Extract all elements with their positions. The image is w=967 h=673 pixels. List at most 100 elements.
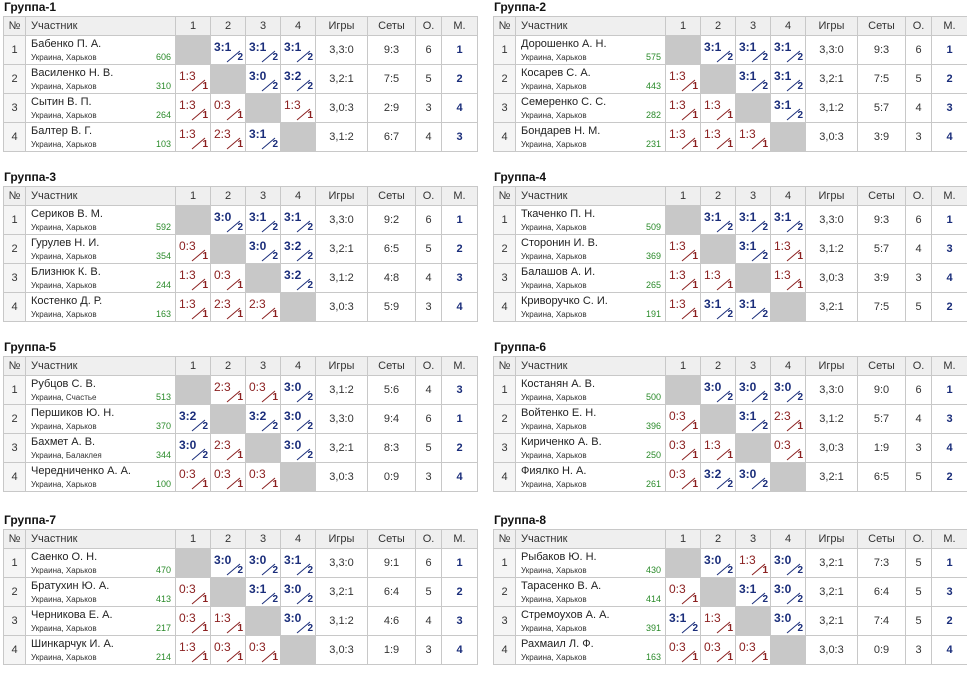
match-result-cell[interactable]: 3:1 2 <box>770 93 806 123</box>
participant-name[interactable]: Тарасенко В. А. <box>521 580 602 592</box>
participant-name[interactable]: Бондарев Н. М. <box>521 125 601 137</box>
match-result-cell[interactable]: 0:3 1 <box>210 462 246 492</box>
match-result-cell[interactable]: 3:1 2 <box>700 35 736 65</box>
match-result-cell[interactable]: 0:3 1 <box>210 635 246 665</box>
match-result-cell[interactable]: 3:1 2 <box>665 606 701 636</box>
participant-name[interactable]: Саенко О. Н. <box>31 551 98 563</box>
match-result-cell[interactable]: 0:3 1 <box>665 462 701 492</box>
match-result-cell[interactable]: 3:1 2 <box>280 205 316 235</box>
match-result-cell[interactable]: 0:3 1 <box>175 606 211 636</box>
match-result-cell[interactable]: 3:0 2 <box>245 64 281 94</box>
participant-name[interactable]: Войтенко Е. Н. <box>521 407 597 419</box>
participant-name[interactable]: Косарев С. А. <box>521 67 591 79</box>
match-result-cell[interactable]: 3:1 2 <box>770 35 806 65</box>
match-result-cell[interactable]: 3:2 2 <box>280 234 316 264</box>
participant-name[interactable]: Фиялко Н. А. <box>521 465 587 477</box>
match-result-cell[interactable]: 3:1 2 <box>245 577 281 607</box>
match-result-cell[interactable]: 3:1 2 <box>735 64 771 94</box>
match-result-cell[interactable]: 1:3 1 <box>735 122 771 152</box>
participant-name[interactable]: Семеренко С. С. <box>521 96 607 108</box>
match-result-cell[interactable]: 1:3 1 <box>210 606 246 636</box>
match-result-cell[interactable]: 3:0 2 <box>245 234 281 264</box>
match-result-cell[interactable]: 2:3 1 <box>210 292 246 322</box>
match-result-cell[interactable]: 1:3 1 <box>665 64 701 94</box>
participant-name[interactable]: Балашов А. И. <box>521 266 596 278</box>
match-result-cell[interactable]: 1:3 1 <box>175 635 211 665</box>
match-result-cell[interactable]: 0:3 1 <box>175 462 211 492</box>
match-result-cell[interactable]: 3:0 2 <box>735 375 771 405</box>
match-result-cell[interactable]: 2:3 1 <box>245 292 281 322</box>
participant-name[interactable]: Рыбаков Ю. Н. <box>521 551 597 563</box>
match-result-cell[interactable]: 1:3 1 <box>175 93 211 123</box>
participant-name[interactable]: Костенко Д. Р. <box>31 295 103 307</box>
match-result-cell[interactable]: 3:1 2 <box>245 35 281 65</box>
participant-name[interactable]: Сериков В. М. <box>31 208 103 220</box>
participant-name[interactable]: Балтер В. Г. <box>31 125 93 137</box>
participant-name[interactable]: Кириченко А. В. <box>521 436 602 448</box>
match-result-cell[interactable]: 3:1 2 <box>210 35 246 65</box>
participant-name[interactable]: Бабенко П. А. <box>31 38 102 50</box>
participant-name[interactable]: Близнюк К. В. <box>31 266 101 278</box>
match-result-cell[interactable]: 3:0 2 <box>280 404 316 434</box>
match-result-cell[interactable]: 1:3 1 <box>700 93 736 123</box>
match-result-cell[interactable]: 1:3 1 <box>665 263 701 293</box>
match-result-cell[interactable]: 1:3 1 <box>665 292 701 322</box>
participant-name[interactable]: Ткаченко П. Н. <box>521 208 596 220</box>
match-result-cell[interactable]: 2:3 1 <box>770 404 806 434</box>
match-result-cell[interactable]: 3:0 2 <box>280 375 316 405</box>
match-result-cell[interactable]: 1:3 1 <box>700 433 736 463</box>
match-result-cell[interactable]: 0:3 1 <box>245 635 281 665</box>
participant-name[interactable]: Чередниченко А. А. <box>31 465 131 477</box>
match-result-cell[interactable]: 3:0 2 <box>175 433 211 463</box>
participant-name[interactable]: Сытин В. П. <box>31 96 92 108</box>
participant-name[interactable]: Стремоухов А. А. <box>521 609 610 621</box>
match-result-cell[interactable]: 3:0 2 <box>245 548 281 578</box>
participant-name[interactable]: Рахмаил Л. Ф. <box>521 638 594 650</box>
match-result-cell[interactable]: 1:3 1 <box>735 548 771 578</box>
match-result-cell[interactable]: 3:0 2 <box>280 606 316 636</box>
match-result-cell[interactable]: 3:2 2 <box>700 462 736 492</box>
match-result-cell[interactable]: 3:1 2 <box>735 577 771 607</box>
match-result-cell[interactable]: 1:3 1 <box>770 263 806 293</box>
match-result-cell[interactable]: 3:1 2 <box>245 205 281 235</box>
match-result-cell[interactable]: 0:3 1 <box>665 404 701 434</box>
match-result-cell[interactable]: 3:1 2 <box>735 292 771 322</box>
match-result-cell[interactable]: 3:1 2 <box>735 234 771 264</box>
match-result-cell[interactable]: 2:3 1 <box>210 375 246 405</box>
match-result-cell[interactable]: 1:3 1 <box>280 93 316 123</box>
match-result-cell[interactable]: 1:3 1 <box>175 263 211 293</box>
match-result-cell[interactable]: 3:0 2 <box>210 548 246 578</box>
match-result-cell[interactable]: 3:1 2 <box>280 548 316 578</box>
match-result-cell[interactable]: 0:3 1 <box>665 577 701 607</box>
match-result-cell[interactable]: 3:0 2 <box>700 548 736 578</box>
match-result-cell[interactable]: 0:3 1 <box>210 263 246 293</box>
match-result-cell[interactable]: 3:2 2 <box>245 404 281 434</box>
match-result-cell[interactable]: 3:0 2 <box>770 606 806 636</box>
match-result-cell[interactable]: 3:1 2 <box>735 205 771 235</box>
participant-name[interactable]: Шинкарчук И. А. <box>31 638 114 650</box>
match-result-cell[interactable]: 3:2 2 <box>175 404 211 434</box>
participant-name[interactable]: Братухин Ю. А. <box>31 580 110 592</box>
participant-name[interactable]: Костанян А. В. <box>521 378 596 390</box>
participant-name[interactable]: Криворучко С. И. <box>521 295 608 307</box>
match-result-cell[interactable]: 3:0 2 <box>280 577 316 607</box>
participant-name[interactable]: Василенко Н. В. <box>31 67 114 79</box>
participant-name[interactable]: Дорошенко А. Н. <box>521 38 607 50</box>
match-result-cell[interactable]: 3:1 2 <box>735 35 771 65</box>
match-result-cell[interactable]: 1:3 1 <box>700 122 736 152</box>
participant-name[interactable]: Гурулев Н. И. <box>31 237 100 249</box>
match-result-cell[interactable]: 3:1 2 <box>700 205 736 235</box>
match-result-cell[interactable]: 1:3 1 <box>665 122 701 152</box>
match-result-cell[interactable]: 3:2 2 <box>280 263 316 293</box>
match-result-cell[interactable]: 2:3 1 <box>210 433 246 463</box>
match-result-cell[interactable]: 1:3 1 <box>175 64 211 94</box>
match-result-cell[interactable]: 0:3 1 <box>210 93 246 123</box>
match-result-cell[interactable]: 2:3 1 <box>210 122 246 152</box>
match-result-cell[interactable]: 1:3 1 <box>700 606 736 636</box>
participant-name[interactable]: Першиков Ю. Н. <box>31 407 115 419</box>
match-result-cell[interactable]: 0:3 1 <box>770 433 806 463</box>
match-result-cell[interactable]: 3:0 2 <box>735 462 771 492</box>
match-result-cell[interactable]: 1:3 1 <box>665 93 701 123</box>
match-result-cell[interactable]: 1:3 1 <box>665 234 701 264</box>
match-result-cell[interactable]: 0:3 1 <box>665 635 701 665</box>
